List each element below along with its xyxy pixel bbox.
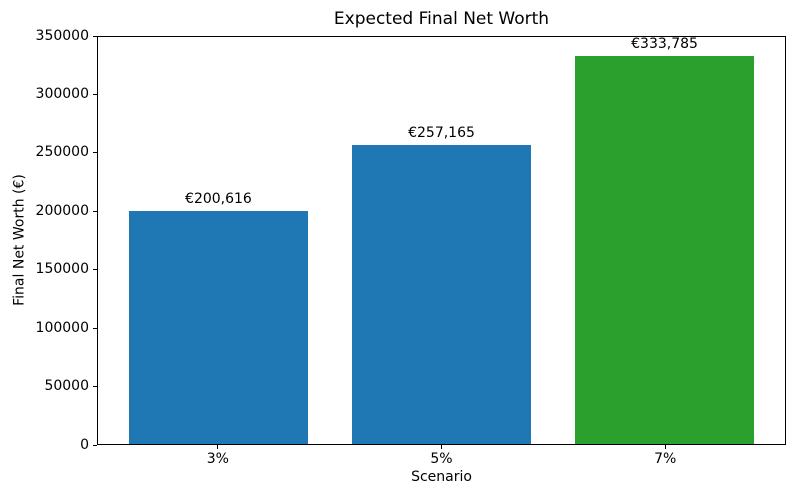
x-axis-label: Scenario (411, 469, 472, 485)
x-tick-mark (217, 445, 219, 449)
y-tick-label: 50000 (44, 378, 89, 395)
x-tick-label: 3% (206, 451, 229, 467)
y-tick-mark (93, 327, 97, 329)
bar-value-label: €257,165 (408, 124, 475, 141)
y-tick-label: 150000 (35, 261, 89, 278)
y-tick-mark (93, 386, 97, 388)
y-tick-label: 0 (80, 436, 89, 453)
y-tick-mark (93, 269, 97, 271)
y-tick-mark (93, 444, 97, 446)
x-tick-mark (441, 445, 442, 449)
plot-area: €200,616 €257,165 €333,785 (97, 36, 786, 445)
x-tick-label: 7% (654, 451, 677, 467)
y-tick-mark (93, 35, 97, 37)
bar-value-label: €333,785 (631, 35, 698, 52)
y-axis-label: Final Net Worth (€) (11, 174, 28, 306)
bar-7% (575, 55, 754, 444)
y-tick-mark (93, 210, 97, 212)
x-tick-label: 5% (430, 451, 453, 467)
y-tick-label: 250000 (35, 144, 89, 161)
y-tick-mark (93, 93, 97, 95)
bar-3% (129, 210, 308, 444)
x-tick-mark (664, 445, 666, 449)
y-tick-label: 200000 (35, 202, 89, 219)
y-tick-label: 100000 (35, 319, 89, 336)
bar-value-label: €200,616 (185, 190, 252, 207)
y-tick-label: 350000 (35, 27, 89, 44)
chart-title: Expected Final Net Worth (333, 9, 550, 29)
y-tick-mark (93, 152, 97, 154)
bar-5% (352, 144, 531, 444)
y-tick-label: 300000 (35, 85, 89, 102)
